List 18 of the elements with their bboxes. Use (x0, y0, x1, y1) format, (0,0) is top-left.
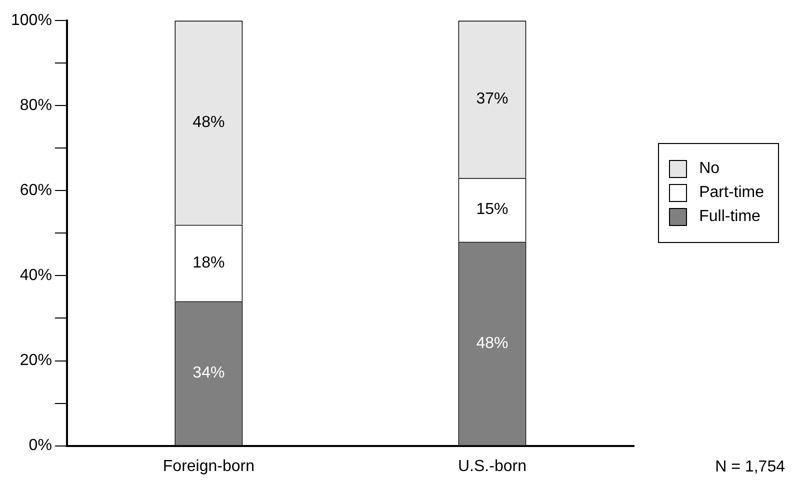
legend-label: Full-time (699, 208, 760, 226)
y-tick-label: 20% (20, 352, 52, 370)
text: Part-time (699, 184, 764, 202)
data-label: 15% (476, 201, 508, 218)
y-tick-label: 100% (11, 12, 52, 30)
data-label: 37% (476, 90, 508, 108)
text: N = 1,754 (715, 458, 786, 476)
data-label: 34% (192, 364, 225, 382)
x-tick-label: Foreign-born (162, 458, 254, 475)
y-tick-label: 60% (20, 182, 52, 200)
data-label: 48% (192, 114, 225, 132)
y-tick-label: 0% (28, 437, 52, 454)
legend-label: No (699, 160, 720, 178)
x-tick-label: U.S.-born (458, 458, 526, 475)
y-tick-label: 40% (20, 267, 52, 284)
data-label: 18% (192, 254, 225, 272)
data-label: 48% (476, 334, 508, 352)
y-tick-label: 80% (20, 97, 52, 114)
